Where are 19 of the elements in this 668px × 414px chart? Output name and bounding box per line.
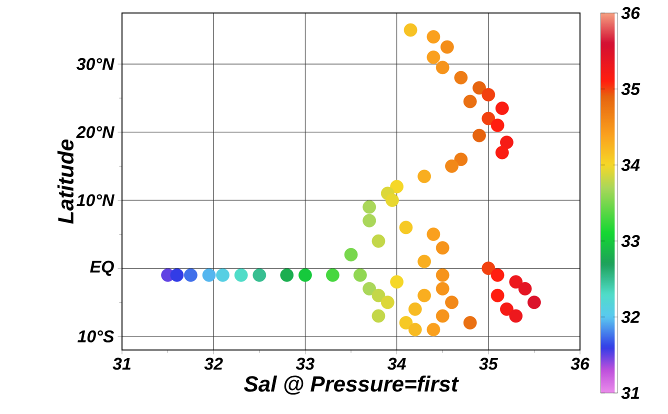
y-tick-label: 10°S — [78, 330, 114, 342]
y-tick-label: 30°N — [76, 58, 115, 70]
color-bar-label: 36 — [621, 6, 640, 19]
x-tick-label: 36 — [570, 358, 590, 370]
x-tick-label: 34 — [388, 358, 406, 370]
y-axis-title: Latitude — [57, 139, 74, 224]
x-tick-label: 33 — [296, 358, 314, 370]
color-bar-label: 32 — [621, 311, 640, 323]
x-tick-label: 35 — [479, 358, 498, 370]
x-tick-label: 32 — [204, 358, 223, 370]
color-bar-label: 34 — [621, 158, 640, 171]
color-bar-label: 35 — [621, 82, 640, 95]
x-axis-title: Sal @ Pressure=first — [244, 376, 459, 395]
color-bar-label: 33 — [621, 235, 640, 247]
x-tick-label: 31 — [112, 358, 131, 370]
y-tick-label: 10°N — [76, 194, 115, 206]
y-tick-label: EQ — [90, 260, 114, 276]
color-bar-label: 31 — [621, 387, 640, 399]
y-tick-label: 20°N — [76, 126, 115, 138]
